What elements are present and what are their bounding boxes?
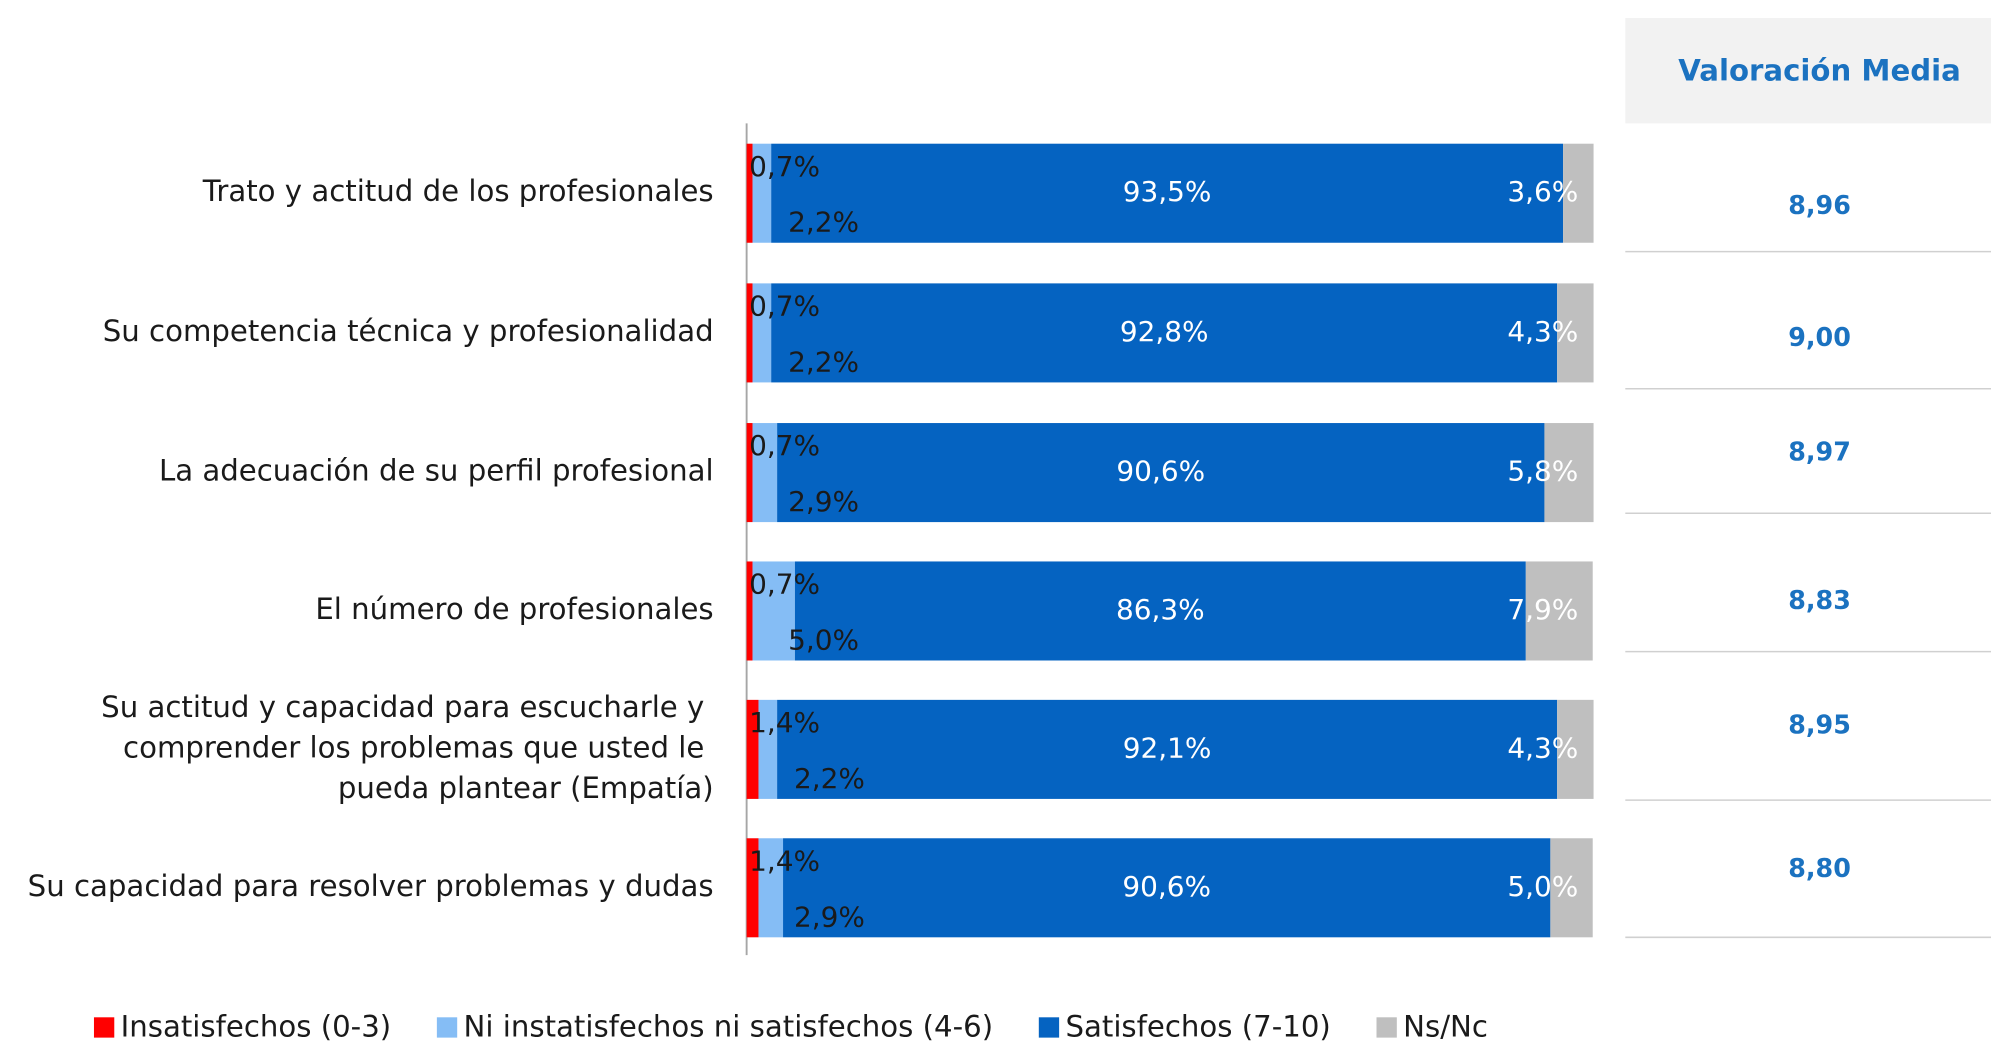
category-label: Su capacidad para resolver problemas y d…	[28, 869, 714, 903]
data-label: 2,2%	[788, 345, 859, 378]
bar-segment	[746, 283, 753, 383]
bar-segment	[1563, 143, 1594, 243]
data-label: 86,3%	[1116, 593, 1205, 626]
data-label: 2,9%	[788, 485, 859, 518]
bar-segment	[758, 699, 778, 799]
bar-segment	[752, 143, 772, 243]
bar-segment	[746, 143, 753, 243]
data-label: 90,6%	[1122, 870, 1211, 903]
bar-segment	[746, 699, 759, 799]
mean-value: 8,83	[1788, 585, 1851, 615]
legend-label: Ni instatisfechos ni satisfechos (4-6)	[464, 1010, 994, 1044]
data-label: 0,7%	[749, 429, 820, 462]
category-label: El número de profesionales	[315, 592, 713, 626]
legend-swatch	[436, 1017, 458, 1038]
data-label: 0,7%	[749, 568, 820, 601]
data-label: 2,9%	[794, 900, 865, 933]
bar-segment	[1550, 838, 1593, 938]
legend-label: Satisfechos (7-10)	[1065, 1010, 1330, 1044]
data-label: 3,6%	[1507, 175, 1578, 208]
category-label: Trato y actitud de los profesionales	[202, 174, 714, 208]
bar-segment	[771, 143, 1564, 243]
data-label: 0,7%	[749, 150, 820, 183]
bar-segment	[1544, 423, 1594, 523]
data-label: 2,2%	[794, 762, 865, 795]
bar-segment	[777, 423, 1545, 523]
mean-value: 8,95	[1788, 710, 1851, 740]
data-label: 0,7%	[749, 290, 820, 323]
bar-segment	[746, 561, 753, 661]
bar-segment	[752, 423, 778, 523]
category-label: Su actitud y capacidad para escucharle y…	[101, 690, 713, 805]
category-label: La adecuación de su perfil profesional	[159, 454, 714, 488]
bar-segment	[1557, 699, 1594, 799]
data-label: 1,4%	[749, 844, 820, 877]
legend-label: Ns/Nc	[1403, 1010, 1488, 1044]
bar-segment	[777, 699, 1558, 799]
bar-segment	[752, 561, 795, 661]
data-label: 92,1%	[1123, 731, 1212, 764]
data-label: 5,0%	[1507, 870, 1578, 903]
bar-segment	[1525, 561, 1593, 661]
table-header-bg	[1625, 17, 1991, 124]
category-label: Su competencia técnica y profesionalidad	[103, 314, 714, 348]
data-label: 4,3%	[1507, 315, 1578, 348]
bar-segment	[752, 283, 772, 383]
data-label: 90,6%	[1116, 455, 1205, 488]
bar-segment	[794, 561, 1526, 661]
mean-value: 8,80	[1788, 853, 1851, 883]
data-label: 7,9%	[1507, 593, 1578, 626]
data-label: 2,2%	[788, 206, 859, 239]
legend-swatch	[1376, 1017, 1397, 1038]
data-label: 5,8%	[1507, 455, 1578, 488]
data-label: 5,0%	[788, 623, 859, 656]
bar-segment	[758, 838, 784, 938]
mean-value: 9,00	[1788, 322, 1851, 352]
bar-segment	[746, 838, 759, 938]
data-label: 4,3%	[1507, 731, 1578, 764]
legend-label: Insatisfechos (0-3)	[121, 1010, 392, 1044]
mean-value: 8,96	[1788, 190, 1851, 220]
data-label: 1,4%	[749, 706, 820, 739]
bar-segment	[783, 838, 1551, 938]
bar-segment	[746, 423, 753, 523]
bar-segment	[1557, 283, 1594, 383]
mean-value: 8,97	[1788, 437, 1851, 467]
legend-swatch	[93, 1017, 115, 1038]
legend-swatch	[1038, 1017, 1060, 1038]
table-header: Valoración Media	[1678, 54, 1961, 88]
data-label: 93,5%	[1123, 175, 1212, 208]
bar-segment	[771, 283, 1558, 383]
data-label: 92,8%	[1120, 315, 1209, 348]
